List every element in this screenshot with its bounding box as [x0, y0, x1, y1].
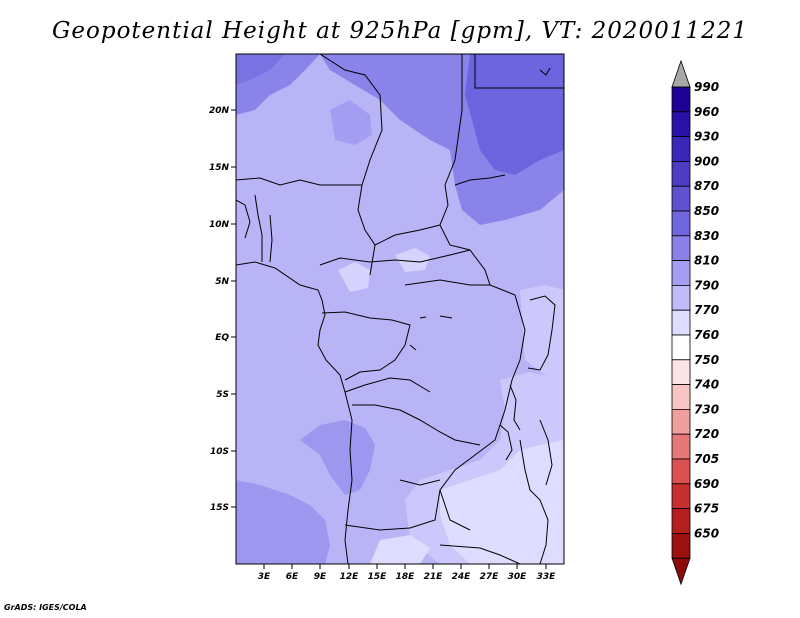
colorbar-cell — [671, 334, 691, 361]
colorbar-cell — [671, 260, 691, 286]
lon-tick-label: 30E — [508, 572, 528, 582]
colorbar-label: 990 — [694, 80, 719, 94]
lon-tick-label: 9E — [314, 572, 327, 582]
lon-tick-label: 24E — [452, 572, 472, 582]
colorbar: 990 960 930 900 870 850 830 810 790 770 760 750 740 7… — [671, 59, 719, 586]
colorbar-cell — [671, 111, 691, 138]
lon-tick-label: 27E — [480, 572, 500, 582]
lat-tick-label: 10N — [209, 220, 230, 230]
lon-tick-label: 21E — [424, 572, 444, 582]
colorbar-label: 675 — [694, 502, 719, 516]
colorbar-cell — [671, 483, 691, 509]
colorbar-label: 900 — [694, 154, 719, 168]
colorbar-cell — [671, 185, 691, 212]
colorbar-label: 830 — [694, 229, 719, 243]
colorbar-label: 810 — [694, 254, 719, 268]
map-frame — [235, 53, 565, 565]
lat-tick-label: 20N — [209, 106, 230, 116]
colorbar-min-arrow — [671, 557, 691, 586]
colorbar-label: 870 — [694, 179, 719, 193]
colorbar-cell — [671, 359, 691, 385]
colorbar-cell — [671, 309, 691, 336]
colorbar-label: 960 — [694, 105, 719, 119]
colorbar-cell — [671, 210, 691, 237]
lon-tick-label: 12E — [340, 572, 360, 582]
colorbar-label: 740 — [694, 378, 719, 392]
height-field — [236, 54, 564, 564]
lon-tick-label: 33E — [537, 572, 557, 582]
colorbar-cell — [671, 284, 691, 311]
colorbar-cell — [671, 86, 691, 113]
lat-tick-label: 5S — [216, 390, 229, 400]
colorbar-cell — [671, 433, 691, 460]
colorbar-label: 790 — [694, 278, 719, 292]
colorbar-cell — [671, 508, 691, 534]
map-title: Geopotential Height at 925hPa [gpm], VT:… — [52, 18, 748, 44]
lon-tick-label: 15E — [368, 572, 388, 582]
colorbar-label: 760 — [694, 328, 719, 342]
colorbar-cell — [671, 235, 691, 262]
colorbar-label: 690 — [694, 477, 719, 491]
lat-tick-label: 10S — [210, 447, 229, 457]
colorbar-cell — [671, 408, 691, 435]
lat-tick-label: 15S — [210, 503, 229, 513]
colorbar-label: 770 — [694, 303, 719, 317]
colorbar-label: 750 — [694, 353, 719, 367]
lat-tick-label: EQ — [215, 333, 229, 343]
colorbar-cell — [671, 533, 691, 559]
lat-tick-label: 15N — [209, 163, 230, 173]
colorbar-label: 730 — [694, 402, 719, 416]
colorbar-cell — [671, 160, 691, 187]
lon-axis: 3E 6E 9E 12E 15E 18E 21E 24E 27E 30E 33E — [258, 564, 556, 582]
country-borders — [236, 54, 564, 564]
colorbar-max-arrow — [671, 59, 691, 88]
colorbar-label: 720 — [694, 427, 719, 441]
lon-tick-label: 3E — [258, 572, 271, 582]
colorbar-label: 650 — [694, 526, 719, 540]
colorbar-label: 930 — [694, 130, 719, 144]
colorbar-label: 850 — [694, 204, 719, 218]
colorbar-cell — [671, 458, 691, 485]
colorbar-cell — [671, 384, 691, 410]
colorbar-label: 705 — [694, 452, 719, 466]
grads-credit: GrADS: IGES/COLA — [4, 603, 87, 612]
colorbar-cell — [671, 136, 691, 162]
lon-tick-label: 6E — [286, 572, 299, 582]
lat-tick-label: 5N — [215, 277, 229, 287]
lat-axis: 20N 15N 10N 5N EQ 5S 10S 15S — [209, 106, 236, 513]
lon-tick-label: 18E — [396, 572, 416, 582]
